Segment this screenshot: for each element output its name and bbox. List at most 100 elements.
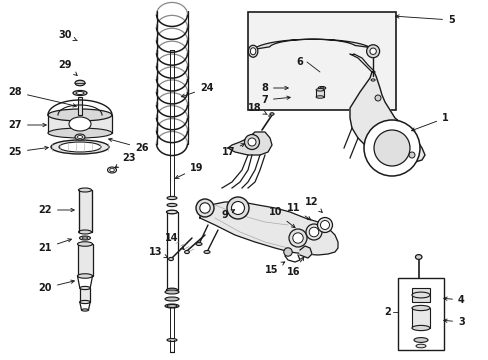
Bar bbox=[411, 308, 429, 328]
Circle shape bbox=[247, 138, 256, 146]
Circle shape bbox=[305, 224, 321, 240]
Circle shape bbox=[408, 152, 414, 158]
Circle shape bbox=[283, 248, 292, 256]
Text: 16: 16 bbox=[286, 257, 303, 277]
Text: 14: 14 bbox=[164, 233, 184, 249]
Ellipse shape bbox=[81, 309, 88, 311]
Circle shape bbox=[374, 95, 380, 101]
Text: 7: 7 bbox=[261, 95, 290, 105]
Ellipse shape bbox=[269, 113, 273, 115]
Text: 27: 27 bbox=[8, 120, 46, 130]
Text: 13: 13 bbox=[148, 247, 167, 258]
Ellipse shape bbox=[77, 242, 92, 246]
Ellipse shape bbox=[315, 96, 324, 98]
Ellipse shape bbox=[79, 188, 91, 192]
Ellipse shape bbox=[75, 134, 85, 140]
Text: 11: 11 bbox=[286, 203, 310, 220]
Ellipse shape bbox=[184, 251, 189, 253]
Text: 28: 28 bbox=[8, 87, 76, 107]
Bar bbox=[315, 90, 324, 97]
Text: 22: 22 bbox=[39, 205, 74, 215]
Text: 1: 1 bbox=[411, 113, 448, 131]
Ellipse shape bbox=[69, 117, 91, 131]
Ellipse shape bbox=[196, 243, 202, 246]
Ellipse shape bbox=[168, 257, 173, 261]
Text: 12: 12 bbox=[304, 197, 322, 212]
Ellipse shape bbox=[164, 297, 179, 301]
Circle shape bbox=[226, 197, 248, 219]
Text: 18: 18 bbox=[248, 103, 267, 114]
Ellipse shape bbox=[415, 255, 421, 260]
Ellipse shape bbox=[315, 89, 324, 91]
Ellipse shape bbox=[75, 80, 85, 86]
Polygon shape bbox=[227, 132, 271, 155]
Polygon shape bbox=[299, 246, 311, 258]
Ellipse shape bbox=[203, 251, 209, 253]
Ellipse shape bbox=[411, 325, 429, 330]
Ellipse shape bbox=[109, 168, 114, 172]
Ellipse shape bbox=[164, 290, 179, 294]
Text: 26: 26 bbox=[108, 138, 148, 153]
Ellipse shape bbox=[167, 210, 177, 213]
Bar bbox=[411, 288, 429, 302]
Text: 21: 21 bbox=[39, 239, 71, 253]
Circle shape bbox=[320, 220, 329, 230]
Text: 17: 17 bbox=[221, 144, 244, 157]
Ellipse shape bbox=[167, 338, 177, 342]
Text: 3: 3 bbox=[443, 317, 464, 327]
Ellipse shape bbox=[76, 91, 84, 95]
Circle shape bbox=[292, 233, 303, 243]
Text: 30: 30 bbox=[59, 30, 77, 41]
Text: 8: 8 bbox=[261, 83, 287, 93]
Ellipse shape bbox=[51, 140, 109, 154]
Polygon shape bbox=[253, 39, 369, 49]
Ellipse shape bbox=[107, 167, 116, 173]
Circle shape bbox=[363, 120, 419, 176]
Text: 25: 25 bbox=[8, 146, 48, 157]
Polygon shape bbox=[200, 202, 337, 255]
Bar bbox=[80, 288, 90, 302]
Circle shape bbox=[366, 45, 379, 58]
Ellipse shape bbox=[167, 305, 177, 307]
Ellipse shape bbox=[318, 86, 325, 90]
Ellipse shape bbox=[415, 344, 425, 348]
Text: 24: 24 bbox=[181, 83, 213, 97]
Ellipse shape bbox=[250, 48, 255, 55]
Text: 10: 10 bbox=[268, 207, 294, 228]
Polygon shape bbox=[349, 72, 424, 162]
Bar bbox=[48, 115, 112, 133]
Ellipse shape bbox=[167, 197, 177, 199]
Circle shape bbox=[308, 227, 318, 237]
Ellipse shape bbox=[80, 236, 90, 240]
Text: 6: 6 bbox=[296, 57, 303, 67]
Text: 9: 9 bbox=[221, 210, 234, 220]
Ellipse shape bbox=[411, 305, 429, 311]
Circle shape bbox=[231, 202, 244, 215]
Ellipse shape bbox=[370, 79, 374, 81]
Ellipse shape bbox=[248, 45, 257, 57]
Text: 23: 23 bbox=[115, 153, 135, 168]
Ellipse shape bbox=[48, 128, 112, 138]
Circle shape bbox=[196, 199, 214, 217]
Circle shape bbox=[317, 217, 332, 233]
Ellipse shape bbox=[166, 288, 177, 292]
Ellipse shape bbox=[320, 87, 323, 89]
Text: 5: 5 bbox=[395, 15, 454, 25]
Ellipse shape bbox=[79, 230, 91, 234]
Ellipse shape bbox=[82, 237, 87, 239]
Text: 19: 19 bbox=[175, 163, 203, 179]
Ellipse shape bbox=[73, 90, 87, 95]
Text: 15: 15 bbox=[264, 262, 284, 275]
Ellipse shape bbox=[77, 135, 82, 139]
Ellipse shape bbox=[411, 292, 429, 298]
Circle shape bbox=[244, 135, 259, 149]
Circle shape bbox=[288, 229, 306, 247]
Circle shape bbox=[200, 203, 210, 213]
Text: 2: 2 bbox=[384, 307, 390, 317]
Ellipse shape bbox=[59, 142, 101, 152]
Bar bbox=[78, 97, 81, 115]
Bar bbox=[79, 190, 91, 232]
Ellipse shape bbox=[77, 274, 92, 278]
Ellipse shape bbox=[164, 304, 179, 308]
Ellipse shape bbox=[413, 338, 427, 342]
